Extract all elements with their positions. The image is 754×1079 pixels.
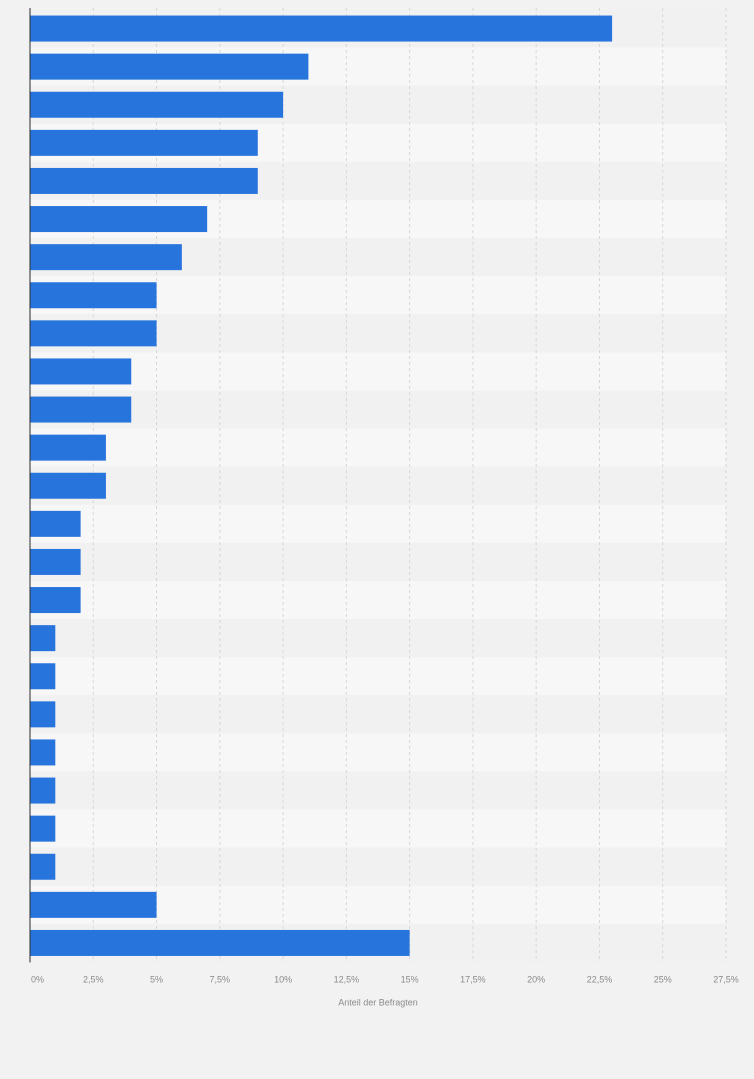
bar[interactable] xyxy=(30,510,81,537)
row-band xyxy=(30,504,726,543)
x-tick-label: 25% xyxy=(654,975,672,985)
x-tick-label: 7,5% xyxy=(210,975,231,985)
bar[interactable] xyxy=(30,282,157,309)
row-band xyxy=(30,657,726,696)
x-axis-title: Anteil der Befragten xyxy=(338,998,418,1008)
bar[interactable] xyxy=(30,206,208,233)
x-tick-label: 0% xyxy=(31,975,44,985)
bar[interactable] xyxy=(30,358,132,385)
x-tick-label: 17,5% xyxy=(460,975,486,985)
x-tick-label: 10% xyxy=(274,975,292,985)
x-tick-label: 22,5% xyxy=(587,975,613,985)
bar[interactable] xyxy=(30,15,613,42)
x-tick-label: 2,5% xyxy=(83,975,104,985)
x-tick-label: 27,5% xyxy=(713,975,739,985)
bar[interactable] xyxy=(30,587,81,614)
bar[interactable] xyxy=(30,929,410,956)
row-band xyxy=(30,733,726,772)
x-tick-label: 15% xyxy=(401,975,419,985)
row-band xyxy=(30,466,726,505)
row-band xyxy=(30,390,726,429)
row-band xyxy=(30,428,726,467)
bar[interactable] xyxy=(30,777,56,804)
row-band xyxy=(30,695,726,734)
bar[interactable] xyxy=(30,701,56,728)
bars xyxy=(30,15,613,956)
bar[interactable] xyxy=(30,244,182,271)
x-tick-label: 20% xyxy=(527,975,545,985)
bar[interactable] xyxy=(30,663,56,690)
row-band xyxy=(30,542,726,581)
bar[interactable] xyxy=(30,472,106,499)
bar[interactable] xyxy=(30,625,56,652)
bar[interactable] xyxy=(30,891,157,918)
bar[interactable] xyxy=(30,396,132,423)
bar[interactable] xyxy=(30,129,258,156)
row-band xyxy=(30,352,726,391)
row-band xyxy=(30,771,726,810)
bar[interactable] xyxy=(30,853,56,880)
bar[interactable] xyxy=(30,815,56,842)
bar[interactable] xyxy=(30,320,157,347)
x-tick-label: 12,5% xyxy=(334,975,360,985)
bar[interactable] xyxy=(30,53,309,80)
bar[interactable] xyxy=(30,167,258,194)
row-band xyxy=(30,809,726,848)
bar[interactable] xyxy=(30,548,81,575)
row-band xyxy=(30,847,726,886)
bar[interactable] xyxy=(30,91,284,118)
bar[interactable] xyxy=(30,434,106,461)
bar[interactable] xyxy=(30,739,56,766)
x-tick-label: 5% xyxy=(150,975,163,985)
row-band xyxy=(30,581,726,620)
x-tick-labels: 0% 2,5% 5% 7,5% 10% 12,5% 15% 17,5% 20% 22,5% 25% 2… xyxy=(31,975,739,985)
row-band xyxy=(30,619,726,658)
